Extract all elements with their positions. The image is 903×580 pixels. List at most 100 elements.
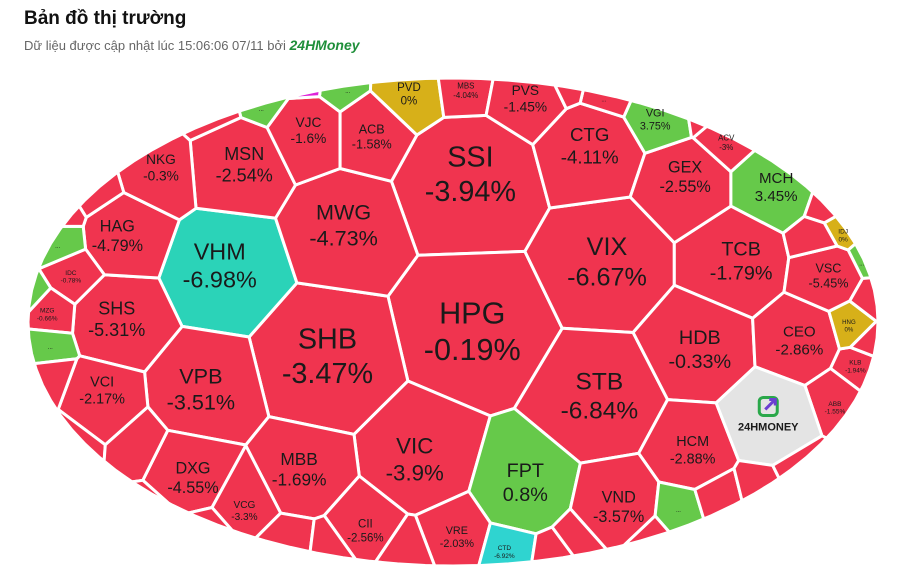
cell-change: -2.86% bbox=[775, 342, 823, 359]
cell-change: -3.57% bbox=[593, 508, 644, 526]
stock-cell[interactable] bbox=[691, 124, 757, 174]
cell-ticker: HPG bbox=[439, 296, 505, 330]
cell-change: -2.55% bbox=[659, 178, 710, 196]
cell-ticker: ACV bbox=[718, 134, 735, 143]
cell-ticker: VIC bbox=[396, 434, 433, 459]
cell-change: -0.19% bbox=[424, 333, 521, 367]
cell-ticker: HCM bbox=[676, 434, 709, 450]
cell-ticker: FPT bbox=[507, 460, 544, 482]
cell-ticker: MZG bbox=[40, 308, 54, 315]
cell-change: -2.54% bbox=[216, 166, 273, 186]
cell-ticker: VPB bbox=[179, 363, 222, 388]
cell-ticker: TCB bbox=[721, 239, 761, 261]
logo-text: 24HMONEY bbox=[738, 421, 799, 433]
cell-ticker: GEX bbox=[668, 159, 702, 177]
filler-cell bbox=[687, 117, 709, 140]
filler-cell bbox=[553, 83, 585, 111]
cell-ticker: VCI bbox=[90, 374, 114, 390]
stock-cell[interactable] bbox=[317, 81, 373, 114]
cell-change: -1.58% bbox=[352, 137, 392, 151]
cell-ticker: ... bbox=[345, 89, 350, 95]
filler-cell bbox=[286, 88, 322, 100]
filler-cell bbox=[32, 357, 79, 412]
cell-change: -1.94% bbox=[845, 367, 866, 374]
cell-change: -3.3% bbox=[231, 512, 257, 523]
cell-change: -4.04% bbox=[453, 91, 478, 100]
cell-change: -3.51% bbox=[167, 389, 235, 414]
filler-cell bbox=[308, 514, 358, 561]
filler-cell bbox=[550, 507, 608, 558]
cell-ticker: IDJ bbox=[838, 229, 848, 236]
cell-change: -4.11% bbox=[561, 147, 619, 168]
filler-cell bbox=[732, 459, 781, 503]
cell-ticker: ... bbox=[676, 508, 681, 514]
cell-change: 0% bbox=[838, 236, 848, 243]
cell-change: -2.17% bbox=[79, 392, 125, 408]
cell-change: -3% bbox=[719, 143, 733, 152]
cell-change: -4.55% bbox=[167, 479, 218, 497]
cell-ticker: ... bbox=[859, 261, 864, 267]
cell-ticker: IDC bbox=[65, 270, 77, 277]
filler-cell bbox=[187, 506, 234, 532]
cell-ticker: ABB bbox=[828, 401, 841, 408]
cell-change: -6.84% bbox=[561, 398, 639, 425]
filler-cell bbox=[622, 514, 671, 547]
cell-change: -5.31% bbox=[88, 320, 145, 340]
cell-change: -1.55% bbox=[825, 409, 846, 416]
cell-change: -2.56% bbox=[347, 532, 383, 544]
cell-change: 0.8% bbox=[503, 484, 548, 506]
cell-ticker: CEO bbox=[783, 324, 816, 341]
cell-ticker: VHM bbox=[194, 238, 246, 264]
cell-ticker: MBB bbox=[280, 449, 317, 469]
filler-cell bbox=[27, 267, 53, 314]
logo-icon bbox=[757, 395, 779, 417]
brand: 24HMoney bbox=[289, 37, 360, 53]
cell-ticker: VSC bbox=[816, 261, 842, 275]
cell-ticker: VCG bbox=[234, 500, 256, 511]
cell-change: -1.69% bbox=[272, 470, 327, 490]
cell-change: -5.45% bbox=[809, 277, 849, 291]
cell-change: 3.75% bbox=[640, 121, 671, 133]
cell-change: -3.94% bbox=[425, 176, 516, 208]
filler-cell bbox=[771, 434, 828, 480]
filler-cell bbox=[55, 407, 107, 463]
cell-change: -2.03% bbox=[440, 538, 475, 550]
cell-change: -0.66% bbox=[37, 315, 58, 322]
page-title: Bản đồ thị trường bbox=[24, 8, 187, 29]
cell-change: -0.3% bbox=[143, 168, 179, 183]
cell-change: -1.45% bbox=[504, 99, 547, 114]
cell-ticker: KLB bbox=[849, 360, 861, 367]
cell-ticker: SHS bbox=[98, 299, 135, 319]
cell-change: -4.79% bbox=[92, 237, 143, 255]
filler-cell bbox=[781, 214, 839, 260]
cell-change: 0% bbox=[845, 326, 854, 333]
cell-ticker: VGI bbox=[646, 108, 665, 120]
cell-ticker: PVS bbox=[512, 83, 539, 98]
cell-ticker: DXG bbox=[175, 459, 210, 477]
cell-ticker: CTD bbox=[498, 545, 512, 552]
cell-change: -1.6% bbox=[291, 131, 327, 146]
filler-cell bbox=[181, 109, 243, 142]
cell-change: -6.92% bbox=[494, 553, 515, 560]
cell-ticker: CTG bbox=[570, 124, 609, 145]
filler-cell bbox=[848, 276, 880, 323]
filler-cell bbox=[60, 204, 88, 228]
cell-change: -6.67% bbox=[567, 263, 647, 291]
filler-cell bbox=[130, 478, 170, 505]
cell-ticker: HAG bbox=[100, 217, 135, 235]
cell-change: -0.33% bbox=[668, 351, 731, 373]
cell-change: 3.45% bbox=[755, 188, 798, 205]
cell-change: 0% bbox=[401, 96, 418, 108]
cell-ticker: MBS bbox=[457, 81, 474, 90]
cell-ticker: CII bbox=[358, 518, 373, 530]
cell-change: -1.79% bbox=[710, 262, 773, 284]
subtitle: Dữ liệu được cập nhật lúc 15:06:06 07/11… bbox=[24, 38, 286, 53]
cell-ticker: HNG bbox=[842, 319, 856, 326]
cell-ticker: MWG bbox=[316, 200, 371, 225]
cell-ticker: VRE bbox=[446, 525, 468, 537]
update-info: Dữ liệu được cập nhật lúc 15:06:06 07/11… bbox=[24, 37, 360, 53]
cell-ticker: ... bbox=[48, 345, 53, 351]
cell-ticker: PVD bbox=[397, 82, 421, 94]
